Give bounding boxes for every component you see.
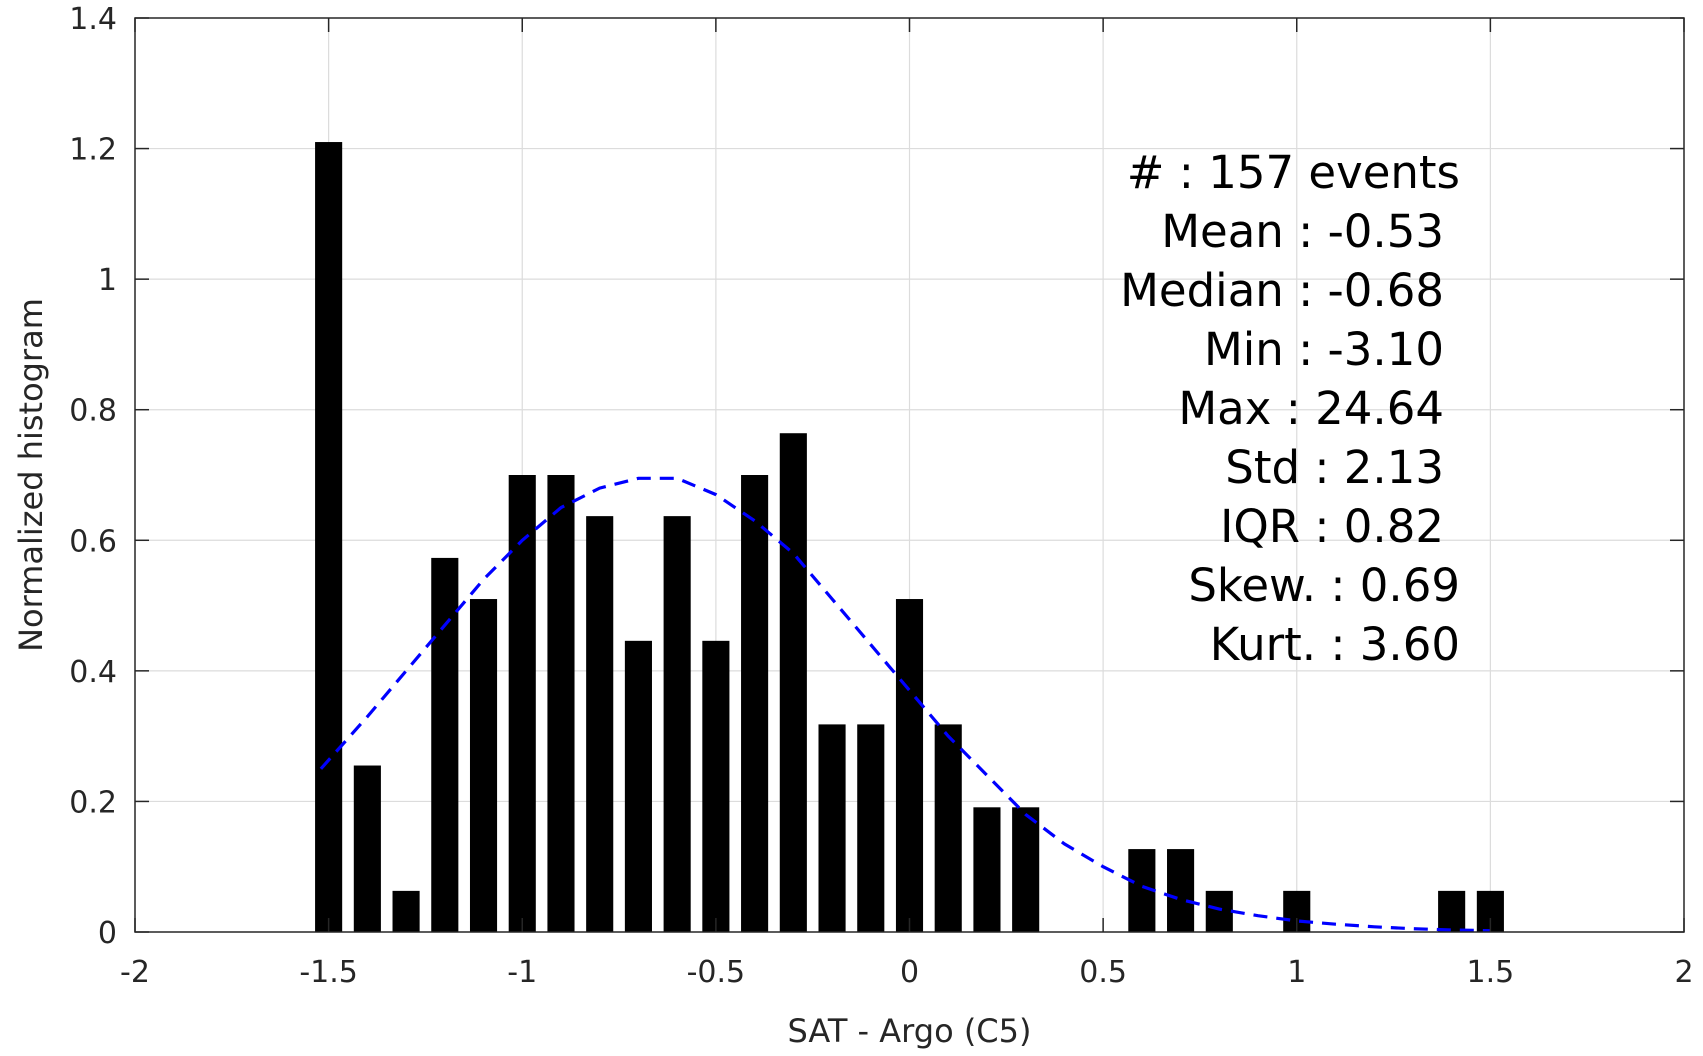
- stat-line: Min : -3.10: [1204, 323, 1444, 376]
- histogram-bar: [857, 724, 885, 932]
- x-tick-label: 1.5: [1467, 955, 1515, 990]
- y-tick-label: 1: [98, 263, 117, 298]
- y-tick-labels: 0 0.2 0.4 0.6 0.8 1 1.2 1.4: [69, 2, 117, 951]
- stat-line: Std : 2.13: [1225, 441, 1444, 494]
- histogram-bar: [663, 516, 691, 932]
- histogram-bar: [315, 142, 343, 933]
- histogram-bar: [1205, 890, 1233, 932]
- histogram-bars: [315, 142, 1504, 933]
- histogram-bar: [1012, 807, 1040, 932]
- histogram-bar: [1438, 890, 1466, 932]
- y-tick-label: 1.2: [69, 133, 117, 168]
- y-tick-label: 0: [98, 916, 117, 951]
- histogram-bar: [741, 475, 769, 932]
- histogram-bar: [1167, 849, 1195, 932]
- x-tick-label: 0.5: [1079, 955, 1127, 990]
- histogram-bar: [934, 724, 962, 932]
- statistics-annotation: # : 157 events Mean : -0.53 Median : -0.68…: [1120, 146, 1460, 671]
- histogram-bar: [586, 516, 614, 932]
- x-tick-label: 2: [1674, 955, 1693, 990]
- x-axis-title: SAT - Argo (C5): [788, 1012, 1032, 1050]
- x-tick-label: -0.5: [687, 955, 746, 990]
- histogram-bar: [895, 599, 924, 932]
- stat-line: Mean : -0.53: [1161, 205, 1444, 258]
- histogram-bar: [702, 640, 730, 932]
- histogram-bar: [818, 724, 846, 932]
- histogram-bar: [431, 557, 459, 932]
- x-tick-label: -1.5: [299, 955, 358, 990]
- stat-line: Max : 24.64: [1178, 382, 1444, 435]
- histogram-bar: [624, 640, 652, 932]
- x-tick-label: 0: [900, 955, 919, 990]
- y-tick-label: 0.6: [69, 524, 117, 559]
- fit-curve: [319, 476, 1491, 933]
- x-tick-labels: -2 -1.5 -1 -0.5 0 0.5 1 1.5 2: [120, 955, 1694, 990]
- y-tick-label: 1.4: [69, 2, 117, 37]
- histogram-bar: [392, 890, 420, 932]
- stat-line: Kurt. : 3.60: [1210, 618, 1460, 671]
- x-tick-label: -1: [507, 955, 537, 990]
- y-axis-title: Normalized histogram: [12, 298, 50, 652]
- y-tick-label: 0.2: [69, 785, 117, 820]
- histogram-bar: [547, 475, 575, 932]
- stat-line: Median : -0.68: [1120, 264, 1444, 317]
- histogram-bar: [508, 475, 536, 932]
- histogram-bar: [973, 807, 1001, 932]
- stat-line: IQR : 0.82: [1220, 500, 1444, 553]
- histogram-bar: [353, 765, 381, 932]
- x-tick-label: 1: [1287, 955, 1306, 990]
- stat-line: # : 157 events: [1127, 146, 1460, 199]
- histogram-bar: [779, 433, 807, 932]
- stat-line: Skew. : 0.69: [1188, 559, 1460, 612]
- x-tick-label: -2: [120, 955, 150, 990]
- y-tick-label: 0.8: [69, 394, 117, 429]
- histogram-bar: [469, 599, 498, 932]
- y-tick-label: 0.4: [69, 655, 117, 690]
- axis-ticks: [134, 17, 1685, 933]
